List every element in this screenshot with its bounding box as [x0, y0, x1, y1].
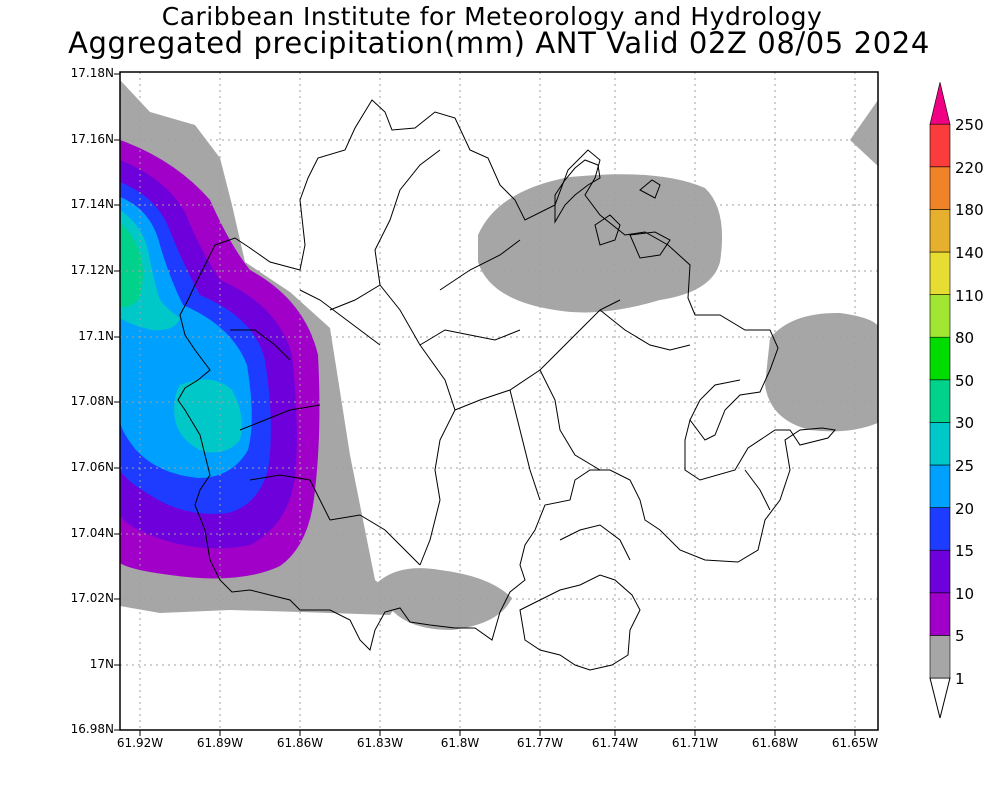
colorbar-label: 30	[955, 414, 975, 432]
colorbar-label: 10	[955, 585, 975, 603]
precip-contour-25b	[174, 379, 242, 453]
colorbar-segment	[929, 123, 951, 168]
y-tick-label: 17.08N	[70, 394, 114, 408]
colorbar-segment	[929, 592, 951, 636]
colorbar-label: 220	[955, 159, 984, 177]
colorbar-top-arrow	[929, 82, 951, 125]
chart-title: Caribbean Institute for Meteorology and …	[161, 2, 823, 31]
y-tick-label: 17.12N	[70, 263, 114, 277]
y-tick-label: 17.06N	[70, 460, 114, 474]
x-tick-label: 61.83W	[356, 736, 404, 750]
island-outline	[177, 99, 836, 671]
colorbar-label: 1	[955, 670, 965, 688]
precip-contour-30	[120, 222, 143, 308]
y-tick-label: 17.16N	[70, 132, 114, 146]
colorbar	[929, 82, 951, 719]
colorbar-label: 25	[955, 457, 975, 475]
x-tick-label: 61.74W	[591, 736, 639, 750]
colorbar-segment	[929, 549, 951, 594]
y-tick-label: 17.1N	[78, 329, 114, 343]
precip-contour-gray-corner	[850, 100, 878, 167]
y-tick-label: 17.02N	[70, 591, 114, 605]
precipitation-field	[120, 80, 878, 630]
x-tick-label: 61.8W	[440, 736, 480, 750]
colorbar-segment	[929, 294, 951, 338]
y-tick-label: 17.14N	[70, 197, 114, 211]
y-tick-label: 17N	[89, 657, 114, 671]
x-tick-label: 61.89W	[196, 736, 244, 750]
colorbar-label: 80	[955, 329, 975, 347]
axis-ticks	[114, 73, 856, 736]
x-tick-label: 61.86W	[276, 736, 324, 750]
x-tick-label: 61.71W	[671, 736, 719, 750]
x-tick-label: 61.92W	[116, 736, 164, 750]
colorbar-label: 15	[955, 542, 975, 560]
colorbar-segment	[929, 209, 951, 253]
chart-subtitle: Aggregated precipitation(mm) ANT Valid 0…	[68, 26, 930, 60]
colorbar-label: 50	[955, 372, 975, 390]
colorbar-segment	[929, 422, 951, 466]
x-tick-label: 61.65W	[831, 736, 879, 750]
plot-frame	[119, 71, 879, 731]
y-tick-label: 17.18N	[70, 66, 114, 80]
colorbar-label: 110	[955, 287, 984, 305]
colorbar-segment	[929, 336, 951, 381]
x-tick-label: 61.77W	[516, 736, 564, 750]
colorbar-bottom-arrow	[929, 677, 951, 719]
colorbar-segment	[929, 251, 951, 295]
colorbar-segment	[929, 166, 951, 210]
colorbar-label: 20	[955, 500, 975, 518]
precip-contour-gray-east	[765, 312, 878, 432]
colorbar-segment	[929, 379, 951, 423]
colorbar-segment	[929, 507, 951, 551]
colorbar-label: 180	[955, 201, 984, 219]
colorbar-label: 250	[955, 116, 984, 134]
colorbar-segment	[929, 635, 951, 679]
x-tick-label: 61.68W	[751, 736, 799, 750]
colorbar-label: 140	[955, 244, 984, 262]
map-grid	[120, 72, 878, 730]
colorbar-label: 5	[955, 627, 965, 645]
colorbar-segment	[929, 464, 951, 508]
y-tick-label: 16.98N	[70, 722, 114, 736]
y-tick-label: 17.04N	[70, 526, 114, 540]
